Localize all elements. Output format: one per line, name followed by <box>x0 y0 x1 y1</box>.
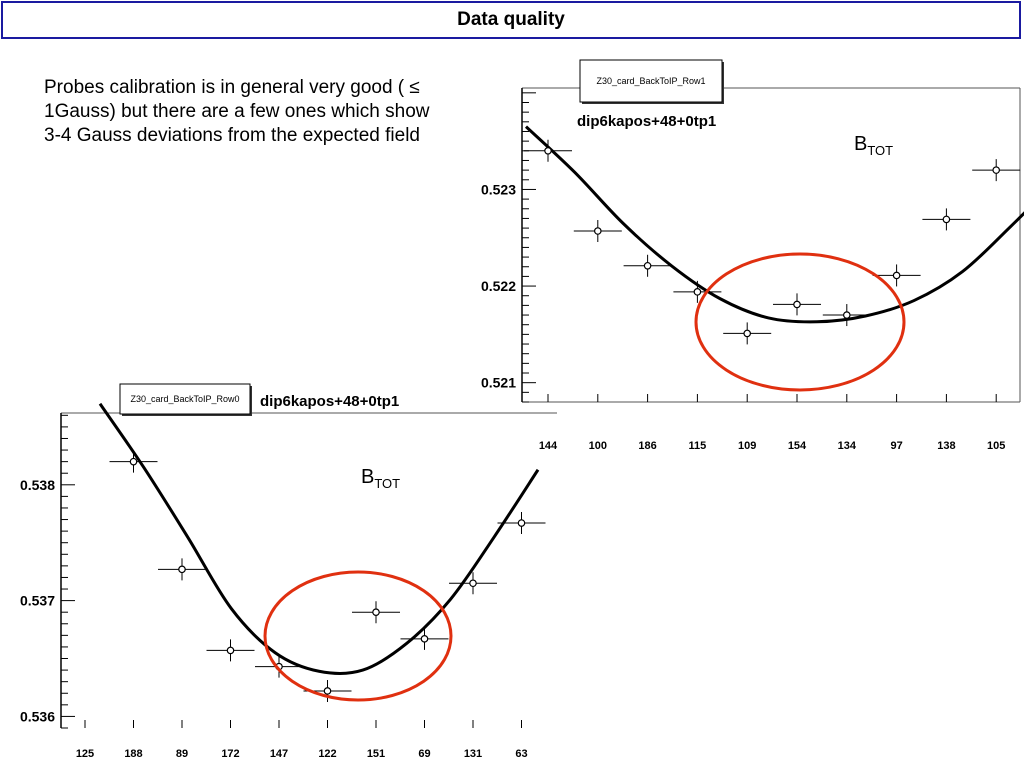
x-category-label: 147 <box>270 748 288 760</box>
x-category-label: 151 <box>367 748 385 760</box>
data-point <box>922 208 971 231</box>
point-marker <box>892 271 901 280</box>
data-point <box>400 627 449 650</box>
x-category-label: 97 <box>890 440 902 452</box>
point-marker <box>178 565 186 574</box>
data-point <box>723 322 772 345</box>
x-category-label: 125 <box>76 748 94 760</box>
x-category-label: 63 <box>515 748 527 760</box>
data-point <box>206 639 255 662</box>
data-point <box>352 601 400 624</box>
data-point <box>872 264 921 287</box>
fit-label: dip6kapos+48+0tp1 <box>577 113 716 130</box>
x-category-label: 69 <box>418 748 430 760</box>
x-category-label: 144 <box>539 440 558 452</box>
y-tick-label: 0.522 <box>481 278 516 294</box>
point-marker <box>129 457 138 466</box>
point-marker <box>226 646 235 655</box>
data-point <box>524 139 572 162</box>
x-category-label: 109 <box>738 440 756 452</box>
data-point <box>773 293 821 316</box>
x-category-label: 186 <box>638 440 656 452</box>
stat-box-label: Z30_card_BackToIP_Row0 <box>130 394 239 404</box>
x-category-label: 105 <box>987 440 1005 452</box>
btot-annotation: BTOT <box>854 133 893 158</box>
fit-label: dip6kapos+48+0tp1 <box>260 393 399 410</box>
point-marker <box>793 300 801 309</box>
x-category-label: 154 <box>788 440 807 452</box>
data-point <box>255 655 303 678</box>
point-marker <box>743 329 752 338</box>
point-marker <box>544 147 552 155</box>
fit-curve <box>98 402 540 675</box>
stat-box <box>119 383 251 415</box>
data-point <box>673 280 722 303</box>
data-point <box>822 304 871 327</box>
point-marker <box>469 579 477 588</box>
x-category-label: 115 <box>689 440 707 452</box>
btot-annotation: BTOT <box>361 466 400 491</box>
data-point <box>158 558 206 581</box>
slide-title: Data quality <box>1 1 1021 39</box>
y-tick-label: 0.536 <box>20 708 55 724</box>
x-category-label: 134 <box>838 440 857 452</box>
point-marker <box>992 166 1001 174</box>
stat-box-label: Z30_card_BackToIP_Row1 <box>596 76 705 86</box>
x-category-label: 131 <box>464 748 482 760</box>
highlight-ellipse <box>694 252 906 392</box>
point-marker <box>693 288 702 296</box>
point-marker <box>594 227 602 235</box>
x-category-label: 100 <box>589 440 607 452</box>
point-marker <box>323 687 332 695</box>
y-tick-label: 0.537 <box>20 593 55 609</box>
data-point <box>573 219 622 242</box>
y-tick-label: 0.521 <box>481 375 516 391</box>
data-point <box>497 512 546 535</box>
y-tick-label: 0.538 <box>20 477 55 493</box>
point-marker <box>372 608 380 616</box>
point-marker <box>517 519 526 527</box>
data-point <box>109 450 158 473</box>
fit-curve <box>524 125 1024 324</box>
stat-box <box>579 59 723 103</box>
data-point <box>449 572 497 595</box>
x-category-label: 89 <box>176 748 188 760</box>
data-point <box>623 254 672 277</box>
x-category-label: 138 <box>937 440 955 452</box>
point-marker <box>842 311 851 319</box>
y-tick-label: 0.523 <box>481 181 516 197</box>
x-category-label: 188 <box>124 748 142 760</box>
x-category-label: 122 <box>318 748 336 760</box>
x-category-label: 172 <box>221 748 239 760</box>
chart-row0: 0.538 0.537 0.536 125 188 89 172 147 122 151 69 131… <box>20 383 557 760</box>
description-text: Probes calibration is in general very go… <box>44 77 430 146</box>
data-point <box>972 159 1021 182</box>
point-marker <box>420 635 429 643</box>
chart-row1: 0.523 0.522 0.521 144 100 186 115 109 154 134 97 13… <box>481 59 1024 452</box>
point-marker <box>942 215 951 224</box>
point-marker <box>643 261 652 270</box>
highlight-ellipse <box>263 570 453 702</box>
